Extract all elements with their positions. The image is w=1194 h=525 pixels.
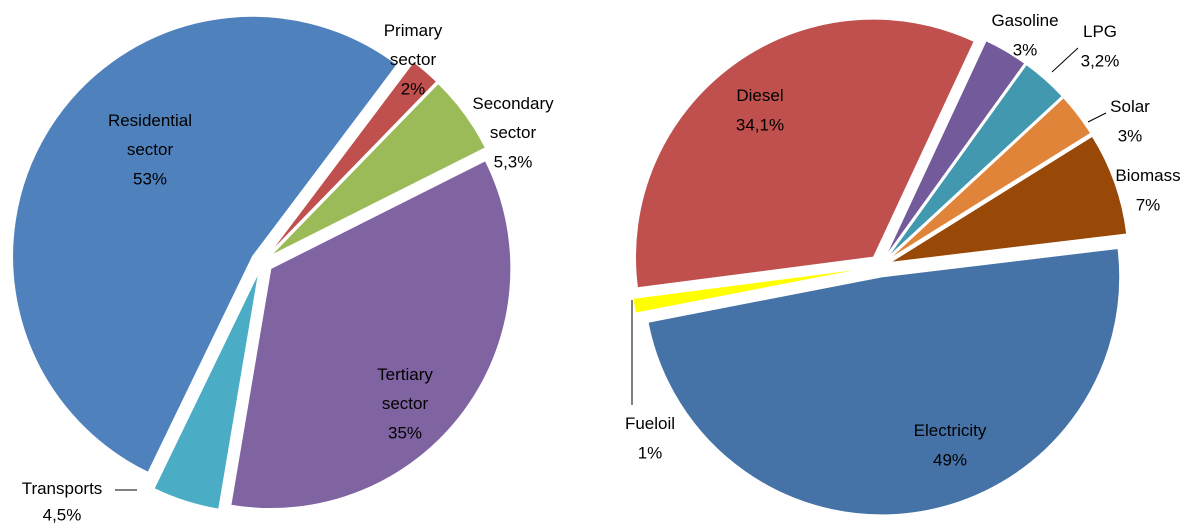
slice-label: Electricity (914, 421, 987, 440)
slice-label: Solar (1110, 97, 1150, 116)
pie-slice (632, 267, 870, 314)
slice-label: Transports (22, 479, 103, 498)
slice-label: Gasoline (991, 11, 1058, 30)
slice-value-label: 3,2% (1081, 51, 1120, 70)
slice-value-label: 4,5% (43, 505, 82, 524)
slice-label: Fueloil (625, 414, 675, 433)
pie-slice (886, 63, 1063, 259)
pie-slice (888, 97, 1092, 260)
pie-slice (268, 61, 438, 254)
leader-line (1051, 47, 1079, 73)
leader-line (1087, 112, 1107, 123)
slice-value-label: 1% (638, 443, 663, 462)
pie-slice (890, 135, 1128, 263)
pie-slice (12, 15, 398, 473)
slice-label: Primary sector (384, 21, 443, 69)
pie-slice (153, 272, 260, 510)
slice-label: Diesel (736, 86, 783, 105)
pie-slice (230, 160, 512, 510)
slice-value-label: 7% (1136, 195, 1161, 214)
pie-slice (647, 247, 1121, 516)
slice-value-label: 34,1% (736, 115, 784, 134)
slice-label: Secondary sector (472, 94, 554, 142)
slice-value-label: 2% (401, 79, 426, 98)
slice-label: LPG (1083, 22, 1117, 41)
slice-value-label: 5,3% (494, 152, 533, 171)
slice-value-label: 3% (1118, 126, 1143, 145)
slice-label: Biomass (1115, 166, 1180, 185)
slice-value-label: 3% (1013, 40, 1038, 59)
pie-slice (270, 82, 487, 256)
slice-label: Tertiary sector (377, 365, 433, 413)
slice-value-label: 49% (933, 450, 967, 469)
pie-slice (635, 18, 975, 289)
slice-label: Residential sector (108, 111, 192, 159)
slice-value-label: 35% (388, 423, 422, 442)
slice-value-label: 53% (133, 169, 167, 188)
pie-slice (885, 40, 1026, 257)
